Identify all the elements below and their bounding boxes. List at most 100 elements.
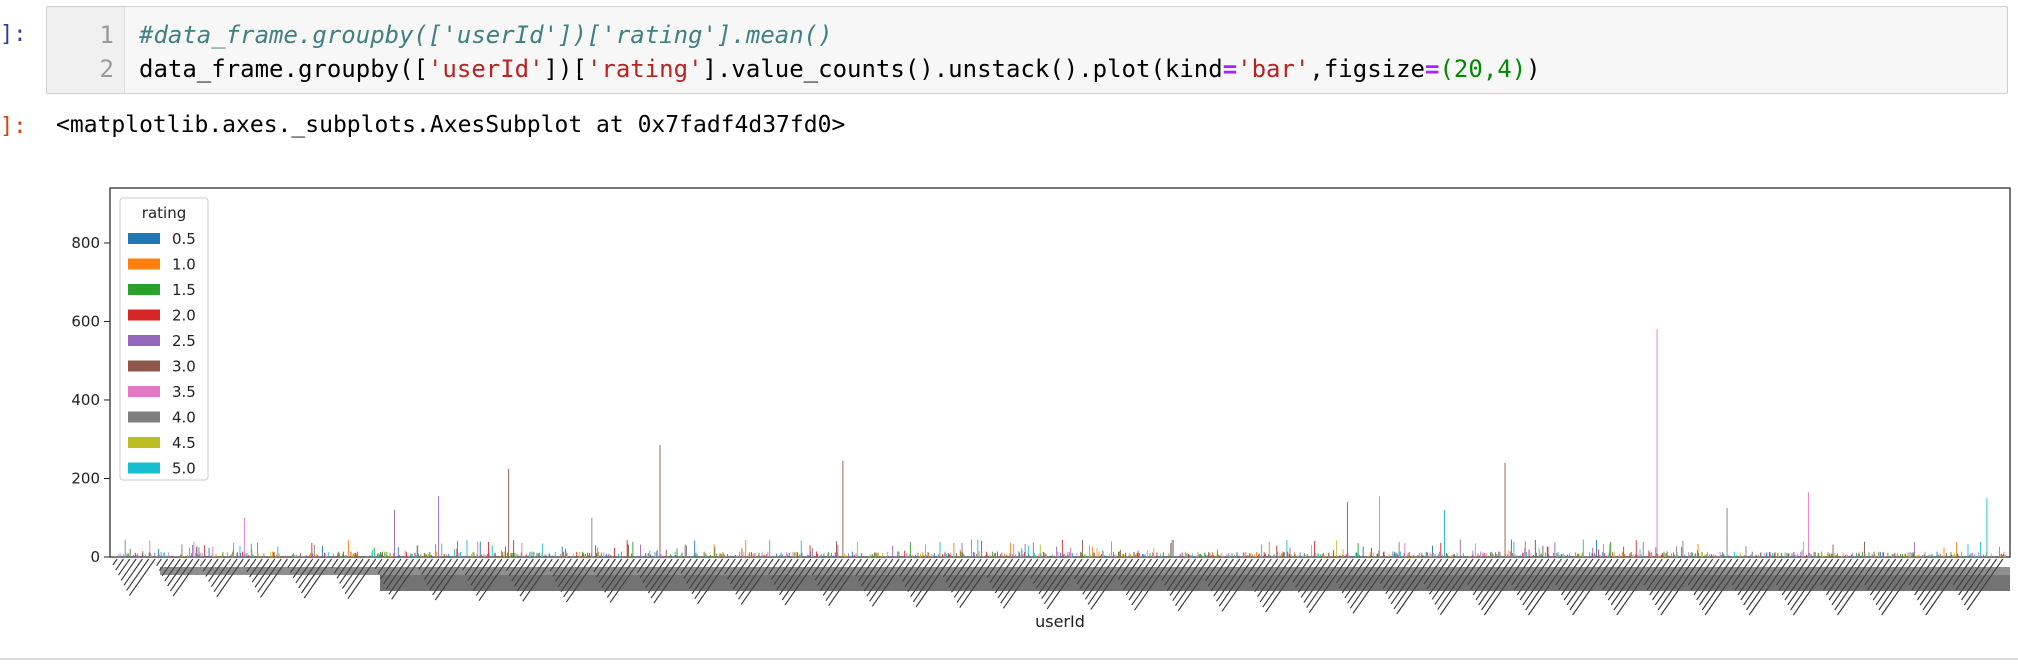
bar xyxy=(1144,554,1146,557)
bar xyxy=(1607,555,1609,557)
bar xyxy=(585,554,587,557)
bar xyxy=(325,556,327,557)
bar xyxy=(627,543,629,557)
bar xyxy=(136,554,138,557)
bar xyxy=(780,552,782,557)
bar xyxy=(1147,550,1148,557)
bar xyxy=(1123,554,1124,557)
bar xyxy=(1056,546,1058,557)
bar xyxy=(562,553,564,557)
bar xyxy=(481,554,482,557)
bar xyxy=(816,554,818,557)
bar xyxy=(1446,553,1448,557)
bar xyxy=(1024,543,1026,557)
bar xyxy=(1477,553,1479,557)
bar xyxy=(1681,547,1683,557)
bar xyxy=(1321,554,1323,557)
bar xyxy=(1430,553,1432,557)
bar xyxy=(649,550,651,557)
bar xyxy=(1439,551,1440,557)
bar xyxy=(1585,556,1587,557)
bar xyxy=(632,541,634,557)
bar xyxy=(1969,554,1971,557)
bar xyxy=(476,554,478,557)
bar xyxy=(932,555,934,557)
bar xyxy=(1928,554,1930,557)
bar xyxy=(1662,553,1664,557)
bar xyxy=(429,551,431,557)
bar xyxy=(503,551,505,557)
bar xyxy=(1722,552,1724,557)
bar xyxy=(561,546,563,557)
bar xyxy=(1791,553,1793,557)
bar xyxy=(1739,555,1741,557)
code-line-1[interactable]: #data_frame.groupby(['userId'])['rating'… xyxy=(139,21,833,49)
bar xyxy=(933,553,935,557)
bar xyxy=(1836,555,1838,557)
bar xyxy=(954,556,955,557)
bar xyxy=(1713,553,1715,557)
bar xyxy=(1302,556,1304,557)
bar xyxy=(1676,546,1678,557)
bar xyxy=(654,552,656,557)
code-cell-input[interactable]: 1 2 #data_frame.groupby(['userId'])['rat… xyxy=(46,6,2008,94)
bar xyxy=(1851,554,1853,557)
bar xyxy=(1104,555,1106,557)
bar xyxy=(1648,550,1650,557)
code-number: 4 xyxy=(1497,55,1512,83)
bar xyxy=(1111,541,1112,557)
bar xyxy=(339,553,341,557)
bar xyxy=(493,552,495,557)
bar xyxy=(1912,552,1914,557)
bar xyxy=(1722,554,1724,557)
bar xyxy=(1656,329,1658,557)
bar xyxy=(1370,547,1372,557)
bar xyxy=(1894,552,1896,557)
bar xyxy=(394,509,395,557)
bar xyxy=(337,551,339,557)
bar xyxy=(311,542,313,557)
bar xyxy=(1795,554,1797,557)
bar xyxy=(291,554,293,557)
bar xyxy=(1698,552,1700,557)
legend-swatch xyxy=(128,233,160,244)
bar xyxy=(1358,554,1360,557)
bar xyxy=(1924,554,1925,557)
bar xyxy=(1379,496,1381,557)
bar xyxy=(1999,546,2000,557)
bar xyxy=(525,554,527,557)
bar xyxy=(1772,555,1774,557)
bar xyxy=(537,553,539,557)
bar xyxy=(327,552,329,557)
code-line-2[interactable]: data_frame.groupby(['userId'])['rating']… xyxy=(139,55,1541,83)
bar xyxy=(419,555,421,557)
bar xyxy=(1086,556,1088,557)
bar xyxy=(1067,555,1069,557)
bar xyxy=(1513,541,1515,557)
bar xyxy=(1100,554,1102,557)
bar xyxy=(523,556,525,557)
bar xyxy=(931,554,933,557)
bar xyxy=(1377,553,1379,557)
bar xyxy=(1213,555,1215,557)
bar xyxy=(1264,553,1266,557)
bar xyxy=(148,552,150,557)
code-string: 'rating' xyxy=(586,55,703,83)
input-prompt: ]: xyxy=(0,22,27,47)
bar xyxy=(1003,553,1005,557)
bar xyxy=(1006,554,1008,557)
bar xyxy=(1973,553,1975,557)
bar xyxy=(1010,542,1012,557)
bar xyxy=(685,555,687,557)
bar xyxy=(1046,555,1048,557)
bar xyxy=(776,553,778,557)
bar xyxy=(257,554,259,557)
bar xyxy=(1284,556,1286,557)
x-axis-label: userId xyxy=(1035,612,1085,631)
bar xyxy=(1511,554,1513,557)
bar xyxy=(1439,556,1441,557)
bar xyxy=(423,553,425,557)
bar xyxy=(892,545,894,557)
bar xyxy=(1482,552,1484,557)
bar xyxy=(472,551,474,557)
